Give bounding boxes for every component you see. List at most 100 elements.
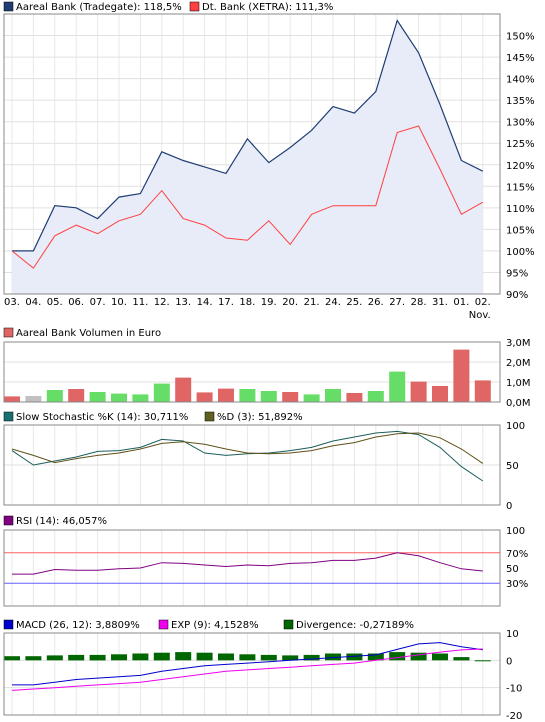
- x-tick-label: 12.: [154, 297, 170, 308]
- y-tick-label: -20: [506, 711, 522, 722]
- rsi-y-axis: 100 70% 50 30%: [506, 526, 528, 590]
- x-tick-label: 05.: [47, 297, 63, 308]
- volume-bar: [260, 391, 277, 402]
- volume-bar: [153, 383, 170, 402]
- divergence-bar: [346, 653, 363, 661]
- divergence-bar: [367, 653, 384, 661]
- stoch-y-axis: 100 50 0: [506, 421, 525, 512]
- y-tick-label: 150%: [506, 32, 535, 43]
- macd-panel: MACD (26, 12): 3,8809% EXP (9): 4,1528% …: [3, 619, 522, 722]
- aareal-area-fill: [12, 20, 483, 294]
- legend-swatch-aareal: [3, 1, 14, 12]
- y-tick-label: 70%: [506, 549, 528, 560]
- volume-bar: [132, 394, 149, 402]
- y-tick-label: 100%: [506, 247, 535, 258]
- volume-panel-frame: [3, 341, 501, 403]
- volume-bar: [111, 393, 127, 402]
- rsi-panel-frame: [3, 529, 501, 607]
- stoch-d-line: [11, 432, 484, 464]
- price-panel-frame: [3, 13, 501, 295]
- volume-bar: [325, 389, 341, 402]
- price-panel: 150% 145% 140% 135% 130% 125% 120% 115% 110% 105%…: [3, 1, 535, 321]
- x-tick-label: 18.: [239, 297, 255, 308]
- stochastic-panel: Slow Stochastic %K (14): 30,711% %D (3):…: [3, 411, 525, 512]
- divergence-bar: [474, 660, 491, 662]
- x-tick-label: 01.: [453, 297, 469, 308]
- divergence-bar: [389, 652, 406, 661]
- divergence-bar: [111, 654, 127, 661]
- volume-y-axis: 3,0M 2,0M 1,0M 0,0M: [506, 338, 531, 409]
- divergence-bar: [453, 657, 470, 661]
- volume-bar: [367, 391, 384, 402]
- stoch-d-label: %D (3): 51,892%: [217, 412, 303, 423]
- x-tick-label: 07.: [90, 297, 106, 308]
- volume-bar: [89, 392, 106, 402]
- x-tick-label: 19.: [261, 297, 277, 308]
- x-tick-label: 20.: [282, 297, 298, 308]
- divergence-bar: [132, 653, 149, 661]
- volume-bar: [175, 377, 192, 402]
- rsi-grid: [4, 530, 500, 606]
- volume-bar: [239, 389, 256, 402]
- volume-legend-swatch: [3, 327, 14, 338]
- divergence-bars: [4, 652, 491, 662]
- x-tick-label: 31.: [432, 297, 448, 308]
- volume-bar: [25, 396, 42, 402]
- y-tick-label: 10: [506, 629, 519, 640]
- y-tick-label: 115%: [506, 182, 535, 193]
- volume-bars: [4, 349, 491, 402]
- x-tick-label: 02.: [475, 297, 491, 308]
- x-tick-label: 27.: [389, 297, 405, 308]
- stoch-panel-frame: [3, 424, 501, 506]
- divergence-bar: [432, 653, 448, 661]
- y-tick-label: 100: [506, 421, 525, 432]
- y-tick-label: 50: [506, 461, 519, 472]
- rsi-swatch: [3, 515, 14, 526]
- y-tick-label: 105%: [506, 225, 535, 236]
- legend-swatch-db: [189, 1, 200, 12]
- aareal-price-line: [12, 19, 484, 252]
- rsi-panel: RSI (14): 46,057% 100 70% 50 30%: [3, 515, 528, 607]
- y-tick-label: 90%: [506, 290, 528, 301]
- db-price-line: [11, 125, 484, 269]
- divergence-bar: [196, 652, 213, 661]
- divergence-swatch: [283, 619, 294, 630]
- legend-label-aareal: Aareal Bank (Tradegate): 118,5%: [16, 2, 182, 13]
- volume-legend-label: Aareal Bank Volumen in Euro: [16, 328, 161, 339]
- volume-bar: [474, 380, 491, 402]
- macd-label: MACD (26, 12): 3,8809%: [16, 620, 140, 631]
- divergence-bar: [89, 654, 106, 661]
- y-tick-label: -10: [506, 684, 522, 695]
- exp-swatch: [158, 619, 169, 630]
- volume-bar: [68, 389, 85, 402]
- exp-label: EXP (9): 4,1528%: [171, 620, 259, 631]
- x-tick-label: 10.: [111, 297, 127, 308]
- volume-bar: [303, 394, 320, 402]
- y-tick-label: 0,0M: [506, 398, 531, 409]
- y-tick-label: 145%: [506, 53, 535, 64]
- macd-swatch: [3, 619, 14, 630]
- y-tick-label: 130%: [506, 118, 535, 129]
- stoch-k-swatch: [3, 411, 14, 422]
- divergence-bar: [410, 652, 427, 661]
- volume-bar: [282, 392, 299, 402]
- volume-bar: [453, 349, 470, 402]
- stoch-k-label: Slow Stochastic %K (14): 30,711%: [16, 412, 188, 423]
- price-y-axis: 150% 145% 140% 135% 130% 125% 120% 115% 110% 105%…: [506, 32, 535, 301]
- y-tick-label: 1,0M: [506, 378, 531, 389]
- y-tick-label: 50: [506, 564, 519, 575]
- legend-label-db: Dt. Bank (XETRA): 111,3%: [202, 2, 333, 13]
- volume-bar: [46, 390, 63, 402]
- x-tick-label: 21.: [304, 297, 320, 308]
- volume-bar: [389, 371, 406, 402]
- y-tick-label: 30%: [506, 579, 528, 590]
- x-tick-label: 11.: [132, 297, 148, 308]
- divergence-bar: [25, 656, 42, 661]
- x-tick-label: 26.: [368, 297, 384, 308]
- y-tick-label: 100: [506, 526, 525, 537]
- divergence-bar: [239, 654, 256, 661]
- divergence-bar: [325, 653, 341, 661]
- y-tick-label: 2,0M: [506, 358, 531, 369]
- price-legend: Aareal Bank (Tradegate): 118,5% Dt. Bank…: [3, 1, 333, 13]
